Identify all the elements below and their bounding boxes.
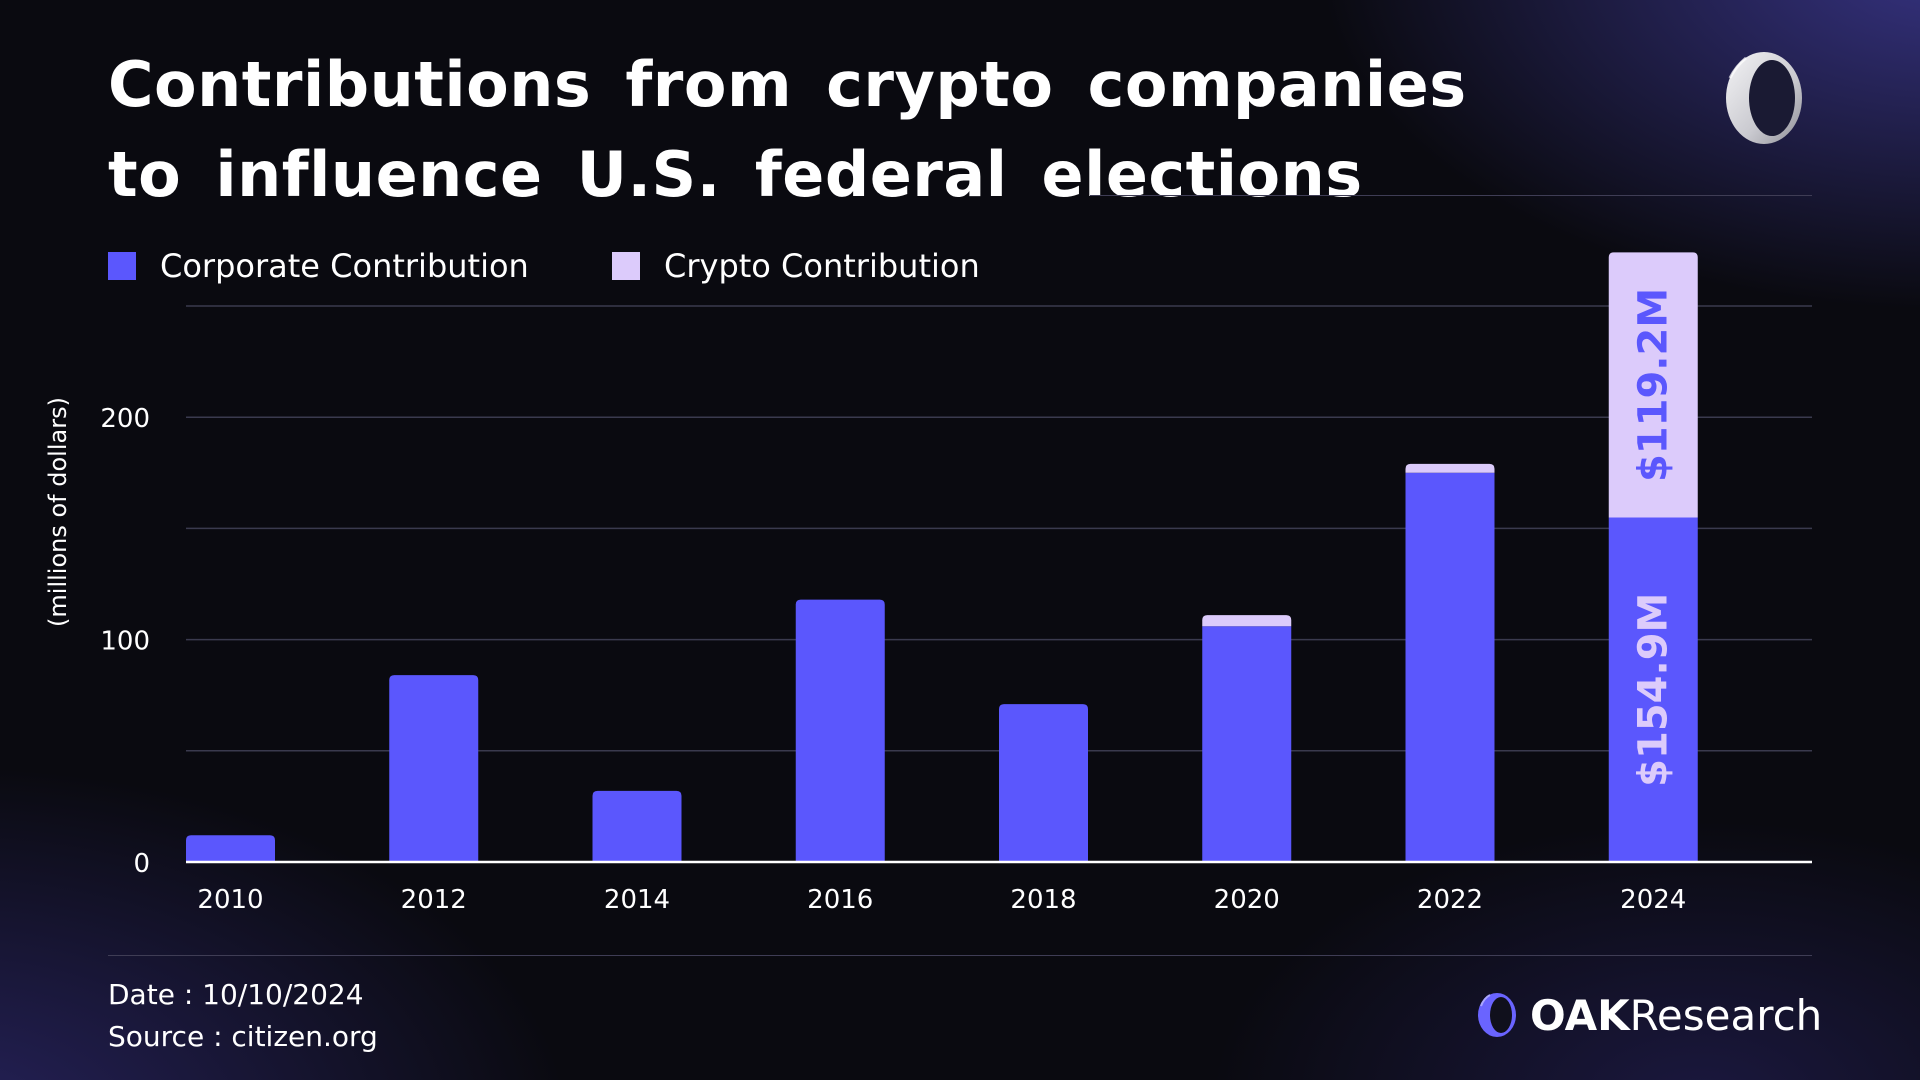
- x-tick-label: 2020: [1214, 885, 1280, 915]
- x-tick-label: 2014: [604, 885, 670, 915]
- y-axis-label: (millions of dollars): [44, 397, 72, 627]
- x-tick-label: 2012: [401, 885, 467, 915]
- brand-name: OAKResearch: [1530, 991, 1822, 1040]
- date-label: Date : 10/10/2024: [108, 978, 364, 1011]
- bar-crypto-2024: [1608, 252, 1698, 518]
- x-tick-label: 2016: [807, 885, 873, 915]
- source-label: Source : citizen.org: [108, 1020, 378, 1053]
- bar-corporate-2014: [592, 790, 682, 862]
- legend-swatch-crypto: [612, 252, 640, 280]
- brand-name-bold: OAK: [1530, 990, 1630, 1040]
- data-label-2024-crypto: $119.2M: [1630, 288, 1676, 482]
- legend-swatch-corporate: [108, 252, 136, 280]
- x-tick-label: 2018: [1010, 885, 1076, 915]
- bar-corporate-2018: [999, 704, 1088, 862]
- y-tick-label: 100: [100, 627, 150, 657]
- bar-corporate-2016: [795, 599, 885, 862]
- bar-corporate-2024: [1608, 517, 1698, 862]
- footer-divider: [108, 955, 1812, 956]
- legend-label-corporate: Corporate Contribution: [160, 247, 529, 285]
- x-tick-label: 2024: [1620, 885, 1686, 915]
- title-divider: [1090, 195, 1812, 196]
- legend-crypto: Crypto Contribution: [612, 247, 980, 285]
- data-label-2024-corporate: $154.9M: [1630, 593, 1676, 787]
- x-tick-label: 2022: [1417, 885, 1483, 915]
- legend-corporate: Corporate Contribution: [108, 247, 529, 285]
- bar-corporate-2012: [389, 675, 479, 862]
- oak-ring-small-icon: [1478, 993, 1516, 1037]
- bar-corporate-2010: [186, 835, 275, 862]
- bar-corporate-2022: [1405, 472, 1495, 862]
- bar-corporate-2020: [1202, 626, 1292, 862]
- y-tick-label: 0: [133, 849, 150, 879]
- y-tick-label: 200: [100, 404, 150, 434]
- legend-label-crypto: Crypto Contribution: [664, 247, 980, 285]
- brand-logo: OAKResearch: [1476, 988, 1822, 1042]
- bar-crypto-2022: [1405, 463, 1495, 473]
- brand-name-regular: Research: [1629, 990, 1823, 1040]
- bar-crypto-2020: [1202, 615, 1292, 627]
- oak-ring-logo-icon: [1726, 52, 1802, 144]
- x-tick-label: 2010: [197, 885, 263, 915]
- chart-title: Contributions from crypto companies to i…: [108, 48, 1467, 211]
